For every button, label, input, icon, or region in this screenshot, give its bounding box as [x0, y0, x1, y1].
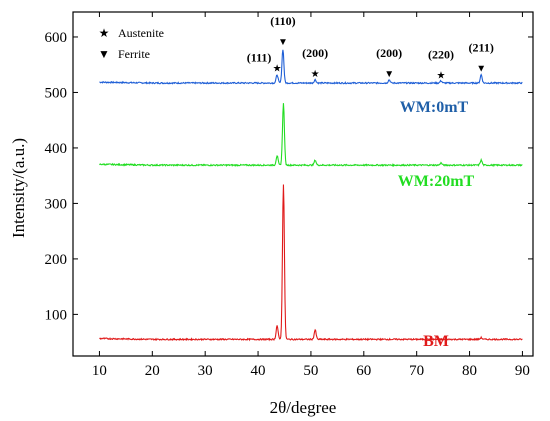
legend-label: Austenite: [118, 26, 164, 40]
annotation-layer: ★(111)▼(110)★(200)▼(200)★(220)▼(211): [247, 14, 494, 82]
x-tick-label: 90: [515, 363, 530, 379]
legend: ★ Austenite ▼ Ferrite: [98, 26, 164, 61]
legend-label: Ferrite: [118, 47, 150, 61]
series-label: WM:20mT: [398, 173, 475, 190]
x-tick-label: 10: [92, 363, 107, 379]
peak-label: (200): [302, 46, 328, 60]
axes: 10 20 30 40 50 60 70 80 90 100 200 300 400 500 600: [45, 11, 534, 379]
peak-label: (111): [247, 50, 272, 64]
y-axis-label: Intensity/(a.u.): [9, 138, 28, 238]
peak-label: (110): [270, 14, 295, 28]
x-tick-label: 80: [462, 363, 477, 379]
x-tick-label: 50: [303, 363, 318, 379]
plot-frame: [72, 11, 534, 357]
y-tick-label: 100: [45, 307, 68, 323]
peak-label: (211): [469, 40, 494, 54]
x-tick-label: 70: [409, 363, 424, 379]
x-tick-label: 30: [198, 363, 213, 379]
peak-marker: ▼: [384, 69, 394, 80]
x-tick-label: 20: [145, 363, 160, 379]
x-tick-label: 40: [251, 363, 266, 379]
y-tick-label: 600: [45, 30, 68, 46]
series-line-0: [99, 49, 523, 85]
peak-marker: ★: [273, 63, 282, 74]
peak-label: (200): [376, 46, 402, 60]
peak-label: (220): [428, 48, 454, 62]
peak-marker: ▼: [476, 63, 486, 74]
legend-symbol: ▼: [98, 47, 110, 61]
peak-marker: ▼: [278, 37, 288, 48]
y-tick-label: 500: [45, 85, 68, 101]
x-tick-label: 60: [356, 363, 371, 379]
series-label: BM: [423, 333, 449, 350]
y-tick-label: 300: [45, 196, 68, 212]
peak-marker: ★: [437, 71, 446, 82]
legend-symbol: ★: [99, 26, 110, 40]
series-label: WM:0mT: [400, 99, 469, 116]
y-tick-label: 200: [45, 252, 68, 268]
series-line-1: [99, 103, 523, 168]
peak-marker: ★: [311, 69, 320, 80]
series-layer: WM:0mT WM:20mT BM: [99, 49, 523, 350]
x-axis-label: 2θ/degree: [270, 398, 337, 417]
series-line-2: [99, 184, 523, 342]
y-tick-label: 400: [45, 141, 68, 157]
